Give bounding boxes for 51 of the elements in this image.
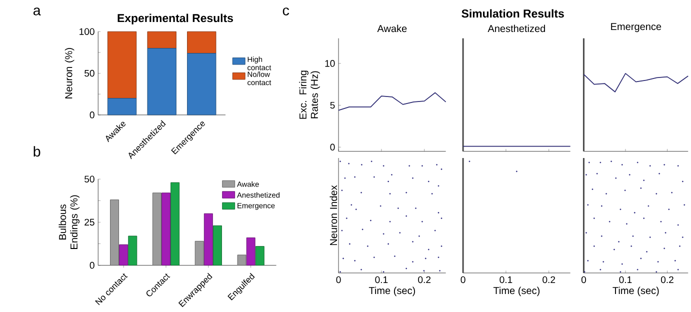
text: a xyxy=(33,7,41,16)
y-tick-label: 50 xyxy=(84,70,94,77)
text: b xyxy=(34,146,40,156)
bar xyxy=(107,31,137,98)
x-tick-label: 0.2 xyxy=(660,276,674,283)
bar xyxy=(237,254,246,266)
y-tick-label: 0 xyxy=(330,144,335,150)
x-axis-title: Time (sec) xyxy=(493,286,540,296)
y-tick-label: 5 xyxy=(330,102,335,108)
bar xyxy=(119,244,128,266)
x-tick-label: 0.2 xyxy=(418,276,431,283)
y-tick-label: 0 xyxy=(90,262,94,269)
bar xyxy=(162,192,170,266)
bar xyxy=(187,52,216,116)
y-tick-label: 25 xyxy=(84,218,94,226)
bar xyxy=(147,31,176,48)
x-axis-title: Time (sec) xyxy=(612,286,659,296)
chart-title: Experimental Results xyxy=(118,14,233,24)
y-axis-title: Exc. Firing Rates (Hz) xyxy=(299,70,320,119)
x-tick-label: 0 xyxy=(336,276,341,283)
y-tick-label: 10 xyxy=(325,60,335,67)
bar xyxy=(107,98,137,116)
x-axis-title: Time (sec) xyxy=(368,286,415,296)
chart-title: Anesthetized xyxy=(488,24,545,32)
bar xyxy=(110,199,119,266)
y-tick-label: 50 xyxy=(84,176,94,182)
text: Simulation Results xyxy=(462,9,564,18)
bar xyxy=(147,48,176,116)
chart-title: Awake xyxy=(377,24,407,32)
x-tick-label: 0.1 xyxy=(375,276,388,283)
y-axis-title: Neuron Index xyxy=(330,185,338,245)
bar xyxy=(194,240,204,266)
text: c xyxy=(282,7,290,16)
x-tick-label: 0 xyxy=(460,276,466,283)
bar xyxy=(170,182,180,266)
bar xyxy=(212,225,222,266)
bar xyxy=(255,246,264,266)
y-axis-title: Neuron (%) xyxy=(64,48,74,98)
y-tick-label: 100 xyxy=(80,28,94,35)
bar xyxy=(128,236,138,266)
bar xyxy=(152,192,162,266)
bar xyxy=(246,237,256,266)
bar xyxy=(204,213,213,266)
y-axis-title: Bulbous Endings (%) xyxy=(58,195,80,249)
y-tick-label: 0 xyxy=(90,111,94,118)
x-tick-label: 0 xyxy=(581,276,586,283)
x-tick-label: 0.2 xyxy=(542,276,556,283)
chart-title: Emergence xyxy=(611,23,662,32)
x-tick-label: 0.1 xyxy=(619,276,632,283)
bar xyxy=(187,31,216,54)
x-tick-label: 0.1 xyxy=(500,276,512,283)
